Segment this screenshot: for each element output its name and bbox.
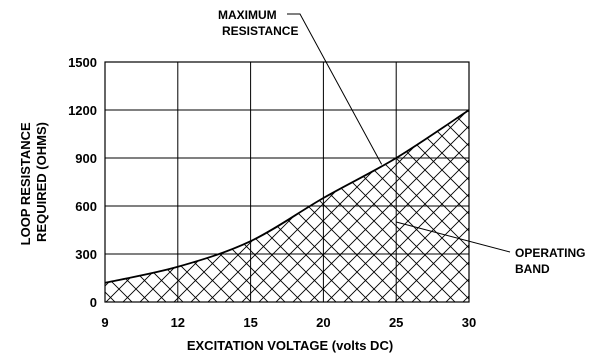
maximum-resistance-line [104,109,470,284]
y-axis-title: LOOP RESISTANCE REQUIRED (OHMS) [18,119,49,246]
annotation-band-line-1: OPERATING [515,246,585,260]
y-tick-label: 0 [90,295,97,310]
x-tick-label: 12 [171,315,185,330]
annotation-maximum-resistance: MAXIMUM RESISTANCE [218,8,383,165]
x-axis-title: EXCITATION VOLTAGE (volts DC) [187,338,393,353]
y-axis-title-line-2: REQUIRED (OHMS) [34,122,49,242]
x-tick-labels: 9 12 15 20 25 30 [101,315,476,330]
annotation-band-leader [396,221,511,253]
x-tick-label: 30 [462,315,476,330]
plot-area [104,61,470,303]
grid [105,62,469,302]
y-tick-label: 1200 [68,103,97,118]
plot-frame [104,61,470,303]
y-tick-label: 1500 [68,55,97,70]
annotation-maximum-line-2: RESISTANCE [222,24,298,38]
x-tick-label: 9 [101,315,108,330]
annotation-operating-band: OPERATING BAND [396,221,585,276]
x-tick-label: 15 [243,315,257,330]
y-axis-title-line-1: LOOP RESISTANCE [18,122,33,245]
y-tick-label: 600 [75,199,97,214]
y-tick-label: 300 [75,247,97,262]
annotation-maximum-leader [287,13,383,165]
x-tick-label: 20 [316,315,330,330]
x-tick-label: 25 [389,315,403,330]
annotation-band-line-2: BAND [515,262,550,276]
y-tick-labels: 0 300 600 900 1200 1500 [68,55,97,310]
y-tick-label: 900 [75,151,97,166]
annotation-maximum-line-1: MAXIMUM [218,8,277,22]
